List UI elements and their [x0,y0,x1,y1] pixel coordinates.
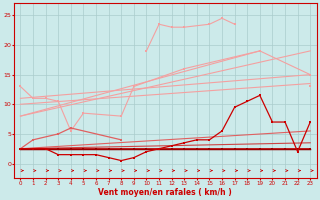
X-axis label: Vent moyen/en rafales ( km/h ): Vent moyen/en rafales ( km/h ) [99,188,232,197]
